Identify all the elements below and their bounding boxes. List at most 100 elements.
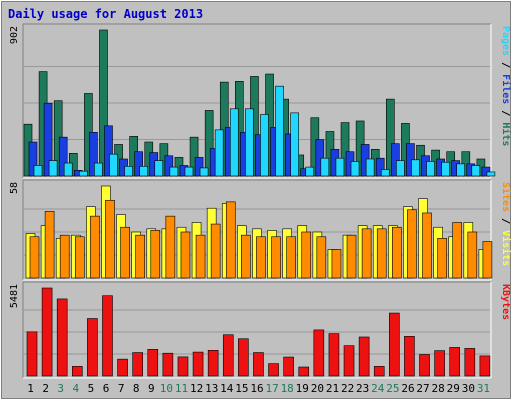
bar-kbytes-day-2 [41, 287, 53, 377]
x-tick-label: 23 [356, 382, 369, 395]
bar-sites-day-31 [482, 241, 493, 279]
bar-pages-day-21 [335, 157, 345, 177]
bar-sites-day-27 [422, 212, 432, 279]
bar-sites-day-17 [271, 236, 281, 279]
x-tick-label: 1 [27, 382, 34, 395]
bar-sites-day-14 [225, 201, 236, 279]
panel-legend: KBytes [500, 284, 511, 320]
bar-kbytes-day-22 [343, 345, 355, 377]
bar-pages-day-28 [441, 161, 450, 177]
bar-kbytes-day-28 [434, 350, 445, 377]
bar-kbytes-day-29 [449, 347, 461, 377]
bar-sites-day-1 [29, 236, 40, 279]
bar-kbytes-day-1 [26, 331, 38, 377]
bar-pages-day-18 [290, 112, 299, 177]
panel-max-label: 902 [9, 26, 20, 44]
bar-sites-day-19 [301, 231, 312, 279]
bar-files-day-20 [315, 139, 325, 177]
bar-files-day-2 [43, 102, 53, 177]
bar-files-day-12 [194, 157, 204, 177]
bar-pages-day-31 [486, 171, 496, 177]
x-tick-label: 3 [57, 382, 64, 395]
bar-hits-day-13 [204, 110, 214, 177]
bar-hits-day-22 [340, 122, 350, 177]
bar-sites-day-24 [376, 228, 387, 279]
bar-kbytes-day-3 [56, 298, 68, 377]
x-tick-label: 8 [133, 382, 140, 395]
legend-entry: / [500, 212, 511, 230]
bar-pages-day-3 [63, 162, 73, 177]
bar-pages-day-4 [78, 170, 88, 177]
bar-kbytes-day-4 [71, 366, 83, 377]
bar-kbytes-day-24 [373, 366, 385, 377]
x-tick-label: 20 [311, 382, 324, 395]
bar-kbytes-day-14 [222, 334, 234, 377]
bar-files-day-1 [28, 141, 38, 177]
bar-kbytes-day-20 [313, 329, 325, 377]
bar-kbytes-day-11 [177, 356, 189, 377]
x-tick-label: 22 [341, 382, 354, 395]
bar-hits-day-6 [99, 29, 108, 177]
x-tick-label: 25 [386, 382, 399, 395]
bar-sites-day-30 [467, 231, 478, 279]
x-tick-label: 9 [148, 382, 155, 395]
bar-sites-day-4 [74, 236, 85, 279]
bar-files-day-24 [375, 157, 385, 177]
x-tick-label: 7 [118, 382, 125, 395]
bar-pages-day-24 [380, 169, 390, 177]
x-tick-label: 19 [296, 382, 309, 395]
x-tick-label: 18 [281, 382, 294, 395]
bar-files-day-25 [391, 143, 400, 177]
x-tick-label: 24 [371, 382, 385, 395]
bar-files-day-31 [481, 166, 491, 177]
x-tick-label: 6 [103, 382, 110, 395]
bar-pages-day-13 [214, 129, 224, 177]
bar-kbytes-day-15 [238, 338, 249, 377]
bar-files-day-5 [89, 132, 98, 177]
panel-visits_sites: 58 Sites / Visits [9, 179, 512, 281]
panel-legend: Pages / Files / Hits [500, 26, 512, 146]
bar-sites-day-10 [165, 215, 176, 279]
bar-sites-day-20 [316, 236, 327, 279]
x-tick-label: 2 [42, 382, 49, 395]
bar-kbytes-day-5 [87, 318, 98, 377]
series-hits [23, 29, 486, 177]
bar-kbytes-day-19 [298, 366, 310, 377]
legend-entry: Visits [500, 230, 512, 266]
series-kbytes [26, 287, 491, 377]
bar-sites-day-2 [44, 211, 55, 279]
bar-pages-day-12 [199, 167, 209, 177]
x-tick-label: 17 [265, 382, 278, 395]
bar-pages-day-8 [139, 165, 148, 177]
panel-kbytes: 5481 KBytes [9, 281, 511, 379]
bar-sites-day-18 [286, 236, 296, 279]
bar-pages-day-2 [48, 160, 58, 177]
bar-pages-day-7 [124, 165, 133, 177]
x-tick-label: 21 [326, 382, 339, 395]
bar-sites-day-15 [241, 234, 251, 279]
bar-kbytes-day-7 [117, 358, 128, 377]
bar-kbytes-day-6 [102, 295, 113, 377]
bar-kbytes-day-13 [207, 350, 219, 377]
bar-pages-day-6 [109, 153, 118, 177]
bar-hits-day-25 [386, 98, 395, 177]
legend-entry: Sites [500, 182, 512, 212]
bar-sites-day-29 [452, 222, 463, 279]
panel-legend: Sites / Visits [500, 182, 512, 266]
bar-sites-day-5 [90, 215, 100, 279]
x-tick-label: 5 [88, 382, 95, 395]
bar-pages-day-10 [169, 166, 179, 177]
bar-kbytes-day-8 [132, 352, 143, 377]
bar-sites-day-11 [180, 231, 191, 279]
bar-pages-day-19 [305, 166, 315, 177]
x-tick-label: 14 [220, 382, 234, 395]
bar-sites-day-9 [150, 230, 161, 279]
bar-kbytes-day-27 [419, 354, 430, 377]
bar-sites-day-16 [256, 236, 266, 279]
legend-entry: KBytes [500, 284, 511, 320]
x-tick-label: 29 [447, 382, 460, 395]
bar-sites-day-13 [210, 223, 221, 279]
bar-sites-day-21 [331, 249, 342, 279]
